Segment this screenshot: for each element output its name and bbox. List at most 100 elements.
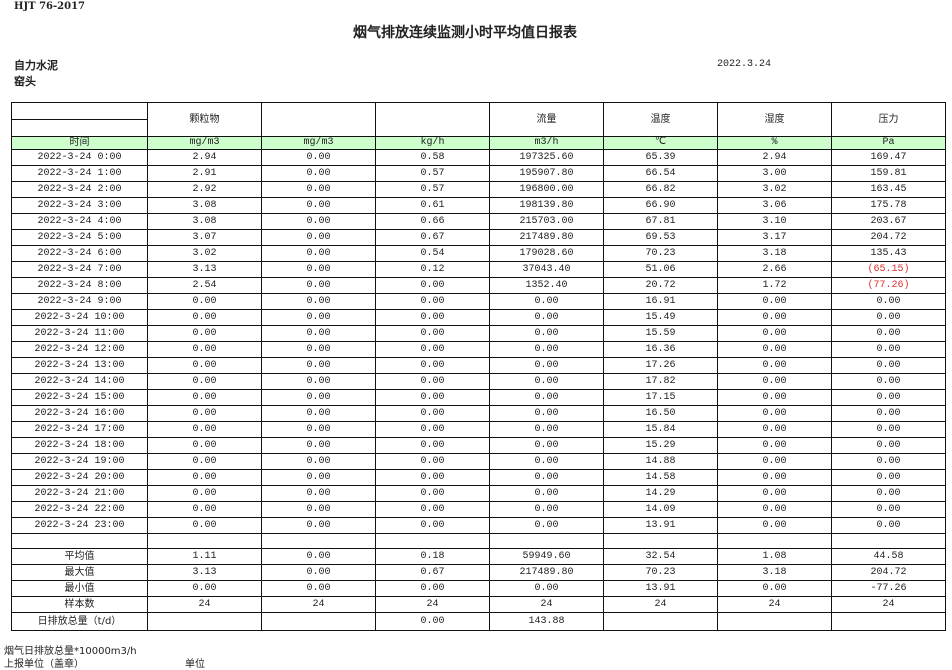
value-cell: 0.00: [489, 501, 604, 518]
value-cell: (65.15): [831, 261, 946, 278]
time-cell: 2022-3-24 17:00: [11, 421, 148, 438]
summary-value: 3.13: [147, 564, 262, 581]
value-cell: 0.67: [375, 229, 490, 246]
value-cell: 179028.60: [489, 245, 604, 262]
value-cell: 37043.40: [489, 261, 604, 278]
table-row: 2022-3-24 6:00 3.02 0.00 0.54 179028.60 70.23…: [11, 245, 946, 262]
value-cell: 0.00: [375, 341, 490, 358]
value-cell: 0.00: [147, 485, 262, 502]
value-cell: 0.00: [261, 453, 376, 470]
time-cell: 2022-3-24 7:00: [11, 261, 148, 278]
time-cell: 2022-3-24 18:00: [11, 437, 148, 454]
value-cell: 3.00: [717, 165, 832, 182]
value-cell: 0.00: [147, 453, 262, 470]
value-cell: 0.00: [261, 325, 376, 342]
value-cell: 66.54: [603, 165, 718, 182]
value-cell: 0.00: [261, 261, 376, 278]
summary-row: 日排放总量（t/d） 0.00 143.88: [11, 612, 946, 631]
value-cell: 0.00: [717, 309, 832, 326]
value-cell: 163.45: [831, 181, 946, 198]
value-cell: 14.29: [603, 485, 718, 502]
column-header: [375, 102, 490, 137]
time-cell: 2022-3-24 8:00: [11, 277, 148, 294]
table-row: 2022-3-24 16:00 0.00 0.00 0.00 0.00 16.50 0.00…: [11, 405, 946, 422]
value-cell: 2.66: [717, 261, 832, 278]
value-cell: 0.00: [717, 469, 832, 486]
summary-value: 1.11: [147, 548, 262, 565]
summary-value: 0.00: [489, 580, 604, 597]
report-table: 颗粒物 流量 温度 湿度 压力 时间 mg/m3 mg/m3 kg/h m3/h ℃% Pa 2022-…: [11, 102, 946, 631]
value-cell: 0.00: [147, 469, 262, 486]
value-cell: 14.58: [603, 469, 718, 486]
value-cell: 0.00: [261, 309, 376, 326]
value-cell: 0.00: [375, 357, 490, 374]
footer-reporter: 上报单位（盖章）: [4, 659, 84, 670]
value-cell: 0.00: [831, 485, 946, 502]
time-cell: 2022-3-24 3:00: [11, 197, 148, 214]
unit-cell: Pa: [831, 136, 946, 150]
value-cell: 1352.40: [489, 277, 604, 294]
value-cell: 0.00: [375, 469, 490, 486]
header-divider: [12, 104, 147, 120]
value-cell: 0.00: [261, 517, 376, 534]
value-cell: 0.00: [489, 485, 604, 502]
time-cell: 2022-3-24 20:00: [11, 469, 148, 486]
time-cell: 2022-3-24 12:00: [11, 341, 148, 358]
value-cell: 0.00: [375, 421, 490, 438]
value-cell: 0.00: [717, 421, 832, 438]
summary-value: [831, 612, 946, 631]
column-header: 湿度: [717, 102, 832, 137]
value-cell: 0.00: [489, 325, 604, 342]
table-row: 2022-3-24 19:00 0.00 0.00 0.00 0.00 14.88 0.00…: [11, 453, 946, 470]
value-cell: 3.08: [147, 213, 262, 230]
value-cell: 14.88: [603, 453, 718, 470]
header-row: 颗粒物 流量 温度 湿度 压力: [11, 102, 946, 137]
value-cell: 0.00: [489, 341, 604, 358]
value-cell: 0.00: [261, 373, 376, 390]
empty-cell: [375, 533, 490, 549]
value-cell: 0.00: [261, 197, 376, 214]
value-cell: 0.00: [261, 421, 376, 438]
table-row: 2022-3-24 17:00 0.00 0.00 0.00 0.00 15.84 0.00…: [11, 421, 946, 438]
value-cell: 0.00: [489, 389, 604, 406]
value-cell: 0.00: [717, 373, 832, 390]
table-row: 2022-3-24 23:00 0.00 0.00 0.00 0.00 13.91 0.00…: [11, 517, 946, 534]
value-cell: 135.43: [831, 245, 946, 262]
summary-label: 最大值: [11, 564, 148, 581]
value-cell: 0.00: [717, 325, 832, 342]
value-cell: 0.00: [147, 357, 262, 374]
value-cell: 2.91: [147, 165, 262, 182]
value-cell: 0.00: [147, 309, 262, 326]
value-cell: 2.94: [717, 149, 832, 166]
value-cell: 0.00: [147, 325, 262, 342]
value-cell: 0.00: [831, 293, 946, 310]
value-cell: 203.67: [831, 213, 946, 230]
value-cell: 0.00: [489, 421, 604, 438]
value-cell: 215703.00: [489, 213, 604, 230]
summary-value: 0.00: [375, 580, 490, 597]
summary-value: [603, 612, 718, 631]
empty-cell: [717, 533, 832, 549]
value-cell: 0.00: [717, 437, 832, 454]
value-cell: 0.00: [831, 373, 946, 390]
time-cell: 2022-3-24 6:00: [11, 245, 148, 262]
value-cell: 0.00: [831, 421, 946, 438]
value-cell: 0.00: [831, 469, 946, 486]
value-cell: 2.92: [147, 181, 262, 198]
summary-value: 0.00: [717, 580, 832, 597]
value-cell: 1.72: [717, 277, 832, 294]
summary-value: 1.08: [717, 548, 832, 565]
summary-value: 0.00: [261, 564, 376, 581]
value-cell: 0.00: [831, 437, 946, 454]
time-cell: 2022-3-24 23:00: [11, 517, 148, 534]
value-cell: 13.91: [603, 517, 718, 534]
table-row: 2022-3-24 15:00 0.00 0.00 0.00 0.00 17.15 0.00…: [11, 389, 946, 406]
value-cell: 0.00: [831, 325, 946, 342]
value-cell: 15.29: [603, 437, 718, 454]
value-cell: 3.02: [147, 245, 262, 262]
value-cell: 0.00: [489, 453, 604, 470]
value-cell: 0.00: [261, 149, 376, 166]
summary-value: 24: [831, 596, 946, 613]
value-cell: 0.58: [375, 149, 490, 166]
value-cell: 15.59: [603, 325, 718, 342]
